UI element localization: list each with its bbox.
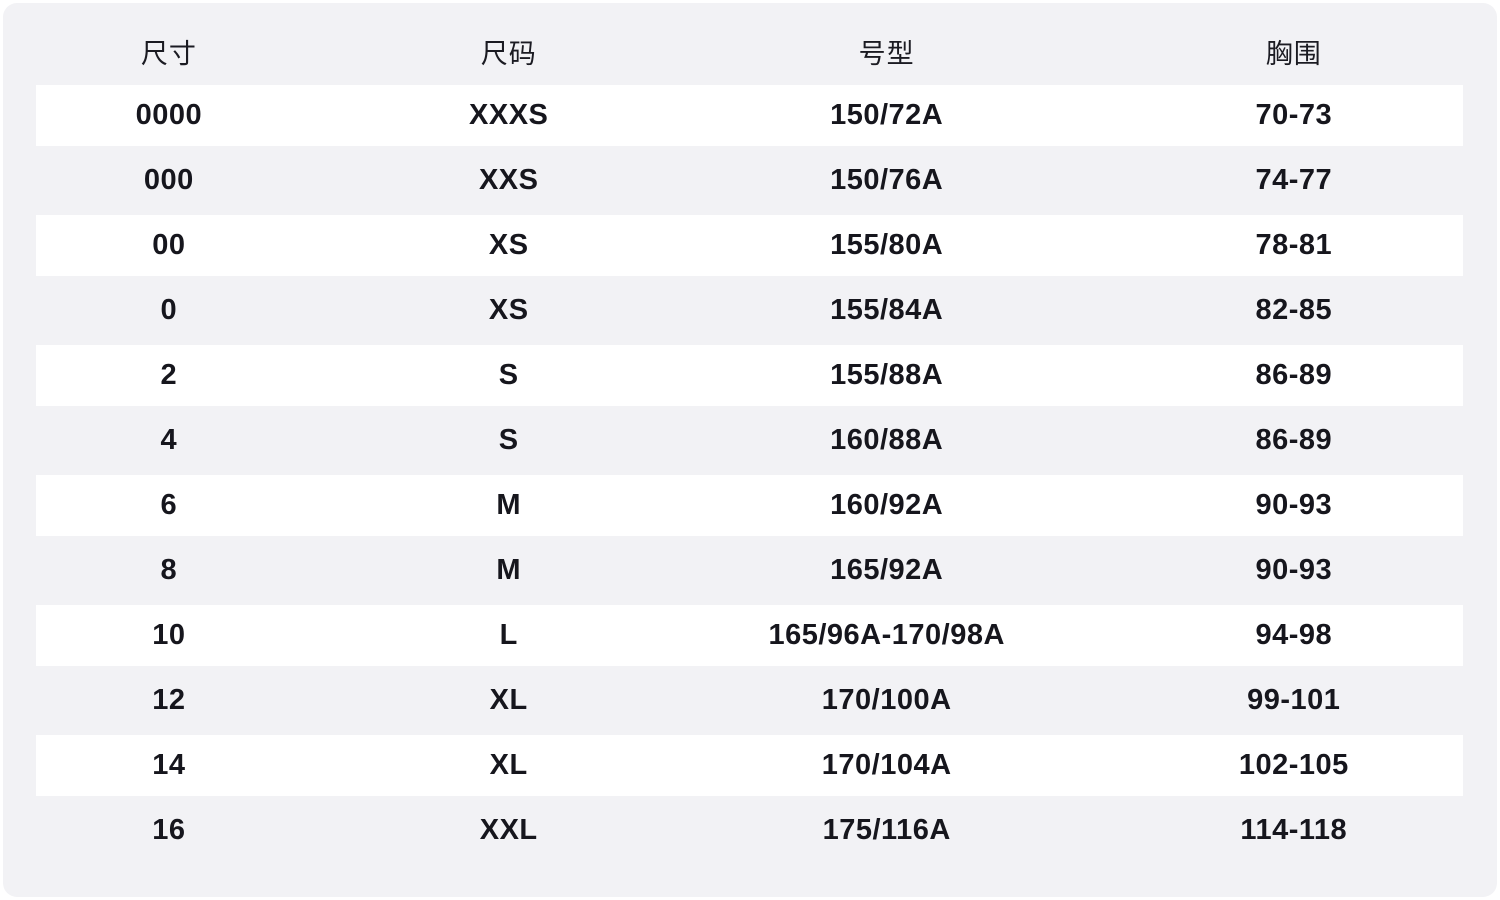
cell-size_code: M [496, 489, 522, 521]
cell-size: 16 [152, 814, 186, 846]
cell-size: 000 [143, 164, 194, 196]
cell-size_code: L [499, 619, 518, 651]
cell-type_number: 160/92A [830, 489, 944, 521]
table-row: 16 XXL 175/116A 114-118 [3, 798, 1497, 863]
cell-bust: 99-101 [1247, 684, 1341, 716]
cell-size_code: M [496, 554, 522, 586]
table-row: 6 M 160/92A 90-93 [3, 473, 1497, 538]
table-row: 8 M 165/92A 90-93 [3, 538, 1497, 603]
cell-size: 2 [160, 359, 178, 391]
cell-size_code: XXXS [469, 99, 549, 131]
cell-type_number: 165/96A-170/98A [768, 619, 1005, 651]
cell-type_number: 155/84A [830, 294, 944, 326]
cell-size: 6 [160, 489, 178, 521]
cell-type_number: 175/116A [822, 814, 951, 846]
table-header-row: 尺寸 尺码 号型 胸围 [3, 20, 1497, 83]
cell-size: 8 [160, 554, 178, 586]
table-row: 10 L 165/96A-170/98A 94-98 [3, 603, 1497, 668]
column-header-type_number: 号型 [858, 39, 915, 69]
cell-size_code: S [498, 359, 519, 391]
cell-bust: 94-98 [1255, 619, 1333, 651]
table-body: 0000 XXXS 150/72A 70-73 000 XXS 150/76A 74-77 00… [3, 83, 1497, 863]
cell-bust: 102-105 [1238, 749, 1349, 781]
table-row: 4 S 160/88A 86-89 [3, 408, 1497, 473]
cell-type_number: 155/80A [830, 229, 944, 261]
cell-bust: 74-77 [1255, 164, 1333, 196]
cell-bust: 86-89 [1255, 424, 1333, 456]
column-header-bust: 胸围 [1265, 39, 1322, 69]
table-row: 0000 XXXS 150/72A 70-73 [3, 83, 1497, 148]
cell-size_code: XXL [479, 814, 538, 846]
cell-size: 00 [152, 229, 186, 261]
cell-size: 0 [160, 294, 178, 326]
cell-size_code: XXS [478, 164, 539, 196]
cell-type_number: 170/100A [821, 684, 952, 716]
cell-type_number: 170/104A [821, 749, 952, 781]
cell-size_code: XS [488, 294, 529, 326]
cell-type_number: 150/72A [830, 99, 944, 131]
table-row: 14 XL 170/104A 102-105 [3, 733, 1497, 798]
column-header-size: 尺寸 [140, 39, 197, 69]
cell-size: 10 [152, 619, 186, 651]
cell-bust: 70-73 [1255, 99, 1333, 131]
cell-size_code: XS [488, 229, 529, 261]
cell-size_code: S [498, 424, 519, 456]
cell-size: 12 [152, 684, 186, 716]
table-row: 2 S 155/88A 86-89 [3, 343, 1497, 408]
cell-bust: 90-93 [1255, 489, 1333, 521]
cell-size: 0000 [135, 99, 203, 131]
cell-bust: 90-93 [1255, 554, 1333, 586]
cell-size: 4 [160, 424, 178, 456]
cell-size: 14 [152, 749, 186, 781]
cell-type_number: 165/92A [830, 554, 944, 586]
cell-type_number: 155/88A [830, 359, 944, 391]
table-row: 0 XS 155/84A 82-85 [3, 278, 1497, 343]
size-chart-panel: 尺寸 尺码 号型 胸围 0000 XXXS 150/72A 70-73 000 XXS 150/7… [3, 3, 1497, 897]
cell-type_number: 160/88A [830, 424, 944, 456]
cell-bust: 114-118 [1240, 814, 1348, 846]
cell-bust: 78-81 [1255, 229, 1333, 261]
column-header-size_code: 尺码 [480, 39, 537, 69]
table-row: 12 XL 170/100A 99-101 [3, 668, 1497, 733]
cell-type_number: 150/76A [830, 164, 944, 196]
cell-bust: 86-89 [1255, 359, 1333, 391]
table-row: 000 XXS 150/76A 74-77 [3, 148, 1497, 213]
cell-size_code: XL [489, 749, 528, 781]
cell-bust: 82-85 [1255, 294, 1333, 326]
table-row: 00 XS 155/80A 78-81 [3, 213, 1497, 278]
cell-size_code: XL [489, 684, 528, 716]
